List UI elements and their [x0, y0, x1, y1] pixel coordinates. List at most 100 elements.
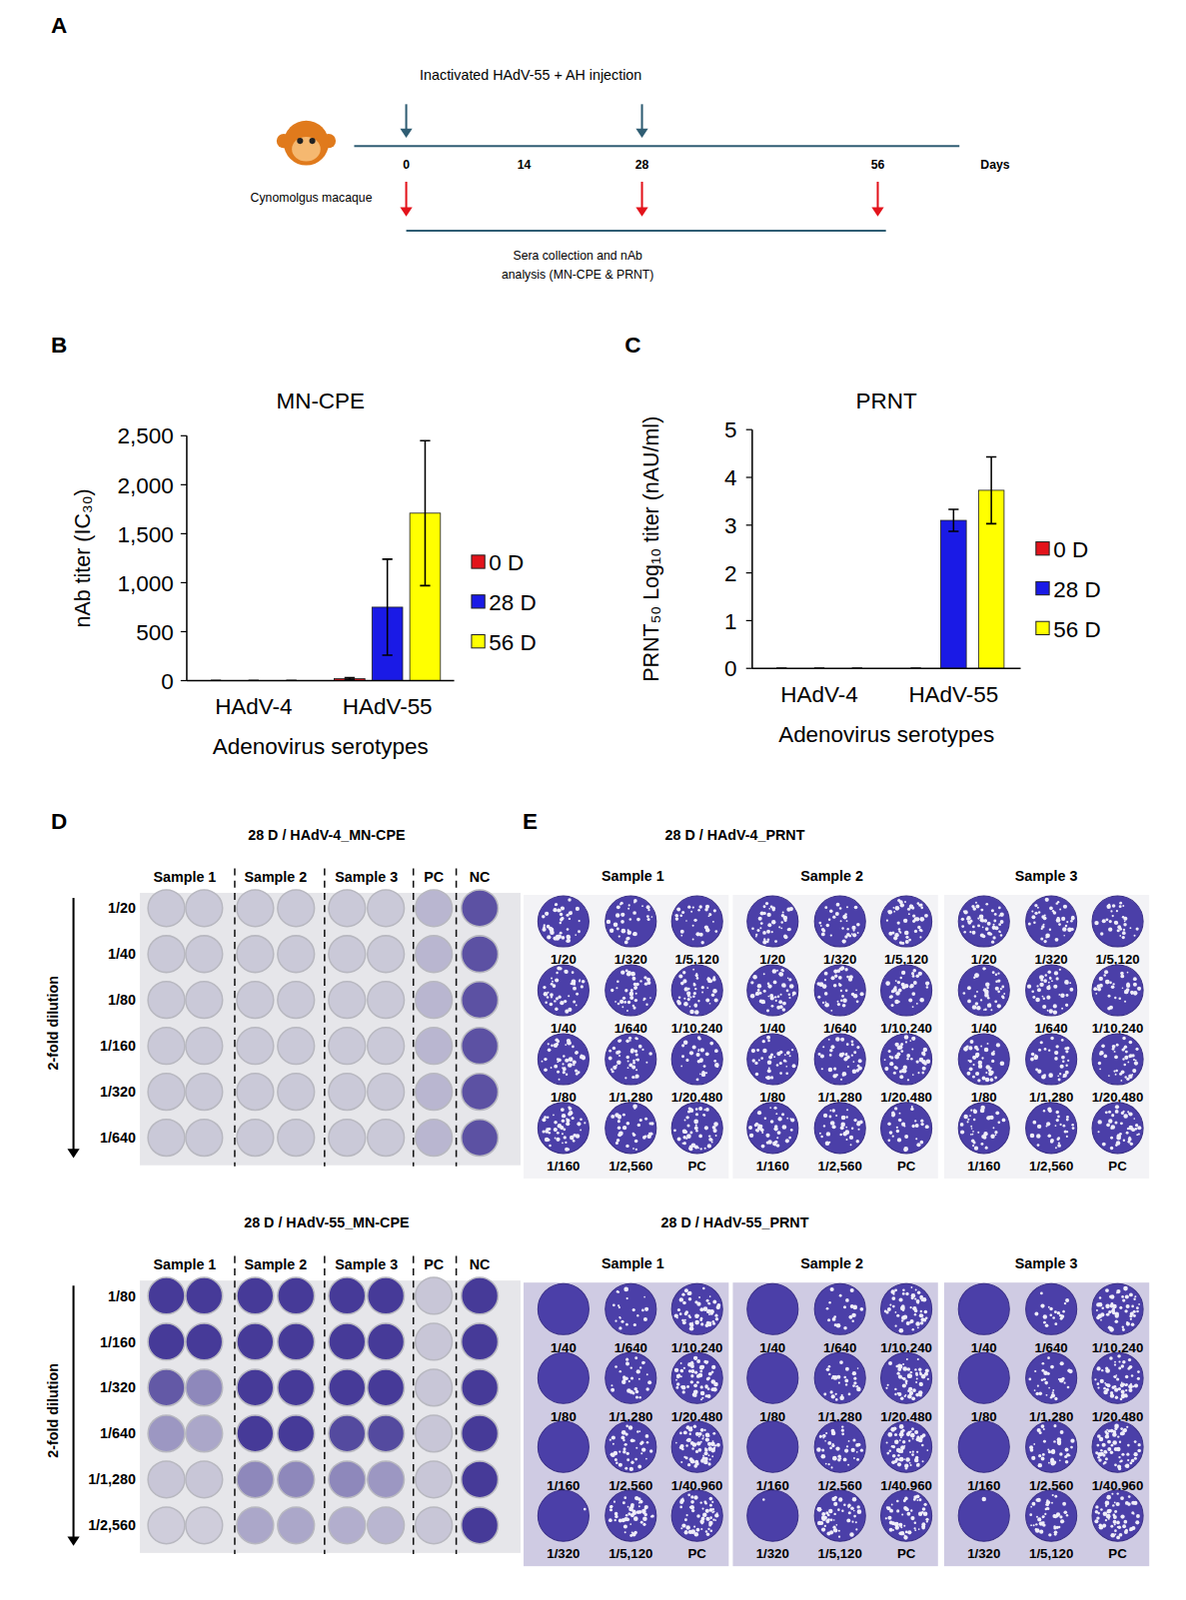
plaque: [618, 1316, 621, 1319]
plaque: [912, 1074, 915, 1077]
plaque: [574, 934, 577, 937]
plaque: [543, 1116, 547, 1120]
plaque: [630, 1438, 635, 1443]
plaque: [567, 1063, 573, 1069]
plaque: [971, 905, 975, 909]
plaque: [968, 921, 973, 926]
plaque: [575, 993, 579, 997]
plaque: [1048, 1110, 1053, 1115]
plaque: [612, 1066, 617, 1071]
plaque: [1061, 917, 1066, 922]
plaque: [1031, 990, 1035, 994]
plaque: [644, 1513, 648, 1517]
plaque: [1030, 1058, 1035, 1063]
plaque: [1065, 1071, 1070, 1076]
plaque: [610, 1115, 615, 1120]
plaque: [984, 968, 987, 971]
plaque: [546, 935, 551, 940]
plaque: [1046, 996, 1051, 1001]
plaque: [623, 1496, 627, 1500]
well: [236, 1074, 274, 1112]
plaque: [851, 1040, 855, 1044]
plaque: [626, 1122, 631, 1127]
well-label: PC: [897, 1159, 917, 1175]
plaque: [682, 1390, 686, 1394]
plaque: [777, 1131, 782, 1136]
plaque: [707, 1302, 710, 1305]
plaque: [911, 1037, 916, 1042]
plaque: [638, 1502, 641, 1505]
plaque: [622, 1501, 626, 1505]
plaque: [645, 1458, 648, 1461]
well-label: 1/320: [546, 1546, 580, 1562]
plaque: [683, 1142, 687, 1146]
plaque: [544, 912, 549, 917]
plaque: [894, 1055, 900, 1061]
plaque: [575, 907, 580, 912]
plaque: [995, 1111, 1000, 1116]
plaque: [977, 1079, 981, 1083]
plaque: [980, 909, 984, 913]
plaque: [1114, 1051, 1117, 1054]
plaque: [550, 929, 553, 932]
plaque: [644, 1118, 648, 1122]
plaque: [570, 981, 576, 987]
plaque: [1069, 988, 1074, 993]
plaque: [550, 1067, 553, 1070]
plaque: [903, 1066, 908, 1071]
plaque: [704, 1148, 707, 1151]
well: [277, 1120, 315, 1158]
plaque: [681, 1293, 685, 1297]
plaque: [982, 926, 985, 929]
plaque: [770, 1120, 775, 1125]
well: [814, 896, 866, 948]
plaque: [634, 1496, 639, 1501]
plaque: [618, 935, 621, 938]
plaque: [785, 1066, 788, 1069]
plaque: [997, 1121, 1001, 1125]
plaque: [705, 1072, 708, 1075]
plaque: [840, 1126, 845, 1131]
plaque: [1137, 987, 1142, 992]
plaque: [840, 920, 843, 923]
plaque: [1120, 972, 1125, 977]
plaque: [566, 1039, 571, 1044]
plaque: [960, 1123, 965, 1128]
bars: [210, 440, 441, 681]
plaque: [1112, 1048, 1116, 1052]
plaque: [906, 1054, 911, 1059]
plaque: [785, 1139, 790, 1144]
well: [147, 1461, 185, 1499]
plaque: [633, 1516, 639, 1522]
plaque: [853, 1119, 857, 1123]
plaque: [649, 997, 652, 1000]
plaque: [1108, 1075, 1111, 1078]
plaque: [899, 1113, 902, 1116]
plaque: [1131, 1074, 1134, 1077]
plaque: [687, 998, 691, 1002]
plaque: [680, 1066, 683, 1069]
plaque: [985, 1078, 990, 1083]
plaque: [706, 1310, 710, 1314]
well: [367, 936, 405, 974]
well: [236, 1461, 274, 1499]
plaque: [1101, 1045, 1106, 1050]
plaque: [792, 1064, 797, 1069]
plaque: [705, 1323, 710, 1328]
plaque: [574, 1051, 579, 1056]
plaque: [1124, 921, 1127, 924]
plaque: [621, 929, 627, 935]
dilution-label: 1/80: [107, 992, 136, 1009]
plaque: [844, 968, 848, 972]
plaque: [912, 1125, 916, 1129]
plaque: [1122, 905, 1125, 908]
plaque: [1125, 1051, 1129, 1055]
plaque: [970, 1134, 973, 1137]
label: analysis (MN-CPE & PRNT): [501, 267, 654, 282]
plaque: [776, 1137, 779, 1140]
plaque: [845, 1130, 851, 1136]
plaque: [622, 1126, 627, 1131]
plaque: [628, 1425, 633, 1430]
plaque: [832, 1109, 836, 1113]
dilution-label: 1/2,560: [87, 1517, 136, 1534]
